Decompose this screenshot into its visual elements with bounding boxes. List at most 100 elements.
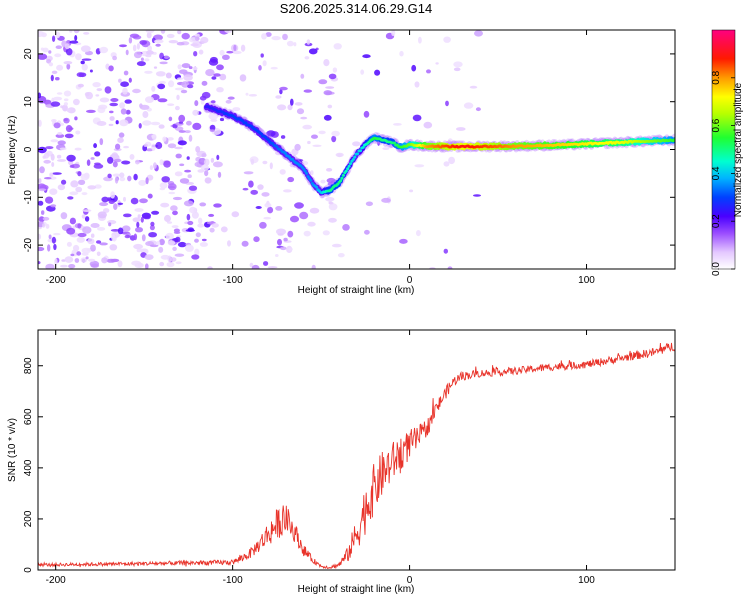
spectral-noise-blob	[101, 257, 108, 264]
spectral-noise-blob	[123, 213, 132, 218]
spectral-noise-blob	[175, 126, 184, 131]
y-tick-label: 600	[23, 408, 34, 425]
spectral-noise-blob	[208, 59, 219, 66]
spectral-noise-blob	[147, 193, 153, 199]
spectral-noise-blob	[216, 154, 220, 161]
spectral-noise-blob	[80, 45, 91, 53]
spectral-noise-blob	[435, 62, 439, 65]
spectral-noise-blob	[146, 148, 154, 152]
spectral-noise-blob	[443, 36, 451, 43]
spectral-noise-blob	[300, 116, 308, 120]
spectral-noise-blob	[56, 92, 63, 95]
spectral-noise-blob	[57, 132, 63, 136]
spectral-noise-blob	[101, 196, 109, 203]
spectral-noise-blob	[115, 120, 119, 125]
spectral-noise-blob	[48, 234, 52, 240]
spectral-noise-blob	[187, 174, 192, 179]
spectral-noise-blob	[159, 261, 165, 267]
spectral-noise-blob	[109, 244, 118, 251]
spectral-noise-blob	[90, 233, 95, 238]
spectral-noise-blob	[150, 121, 161, 126]
spectral-noise-blob	[70, 180, 79, 188]
chart-title: S206.2025.314.06.29.G14	[280, 1, 433, 16]
spectral-noise-blob	[312, 144, 322, 147]
ridge-core	[275, 145, 279, 149]
spectral-noise-blob	[200, 36, 209, 44]
spectral-noise-blob	[81, 247, 92, 254]
x-tick-label: -200	[46, 575, 66, 586]
spectral-noise-blob	[328, 203, 338, 211]
spectral-noise-blob	[130, 197, 139, 205]
spectral-noise-blob	[469, 85, 478, 89]
y-tick-label: 200	[23, 510, 34, 527]
spectral-noise-blob	[290, 215, 299, 223]
spectral-noise-blob	[287, 230, 294, 238]
spectral-noise-blob	[99, 138, 104, 146]
spectral-noise-blob	[180, 89, 188, 94]
spectral-noise-blob	[187, 84, 194, 89]
spectral-noise-blob	[63, 117, 70, 124]
spectral-noise-blob	[279, 169, 286, 175]
spectral-noise-blob	[213, 73, 221, 77]
spectral-noise-blob	[233, 44, 237, 52]
spectral-noise-blob	[262, 160, 268, 165]
ridge-core	[303, 169, 307, 173]
spectral-noise-blob	[133, 173, 138, 181]
snr-y-ticks: 0 200 400 600 800	[23, 357, 675, 573]
spectral-noise-blob	[245, 92, 249, 96]
spectral-noise-blob	[42, 216, 50, 221]
spectral-noise-blob	[66, 154, 76, 162]
spectral-noise-blob	[308, 48, 318, 55]
ridge-core	[339, 179, 343, 183]
spectral-noise-blob	[365, 201, 373, 207]
spectral-noise-blob	[107, 197, 111, 202]
spectral-noise-blob	[192, 109, 199, 116]
spectral-noise-blob	[155, 141, 163, 150]
spectral-noise-blob	[74, 116, 78, 121]
spectral-noise-blob	[168, 116, 173, 122]
spectral-noise-blob	[81, 192, 88, 196]
spectral-noise-blob	[61, 259, 66, 262]
spectral-noise-blob	[115, 143, 121, 150]
spectral-noise-blob	[391, 30, 396, 37]
spectral-noise-blob	[175, 105, 180, 111]
spectral-noise-blob	[76, 236, 86, 243]
spectral-noise-blob	[119, 119, 129, 127]
spectral-noise-blob	[168, 80, 175, 88]
x-tick-label: -200	[46, 275, 66, 286]
spectral-noise-blob	[90, 244, 96, 252]
colorbar-tick-label: 0.4	[711, 166, 722, 180]
spectral-noise-blob	[194, 238, 199, 243]
spectral-noise-blob	[335, 152, 344, 157]
spectral-noise-blob	[69, 164, 75, 168]
spectral-noise-blob	[242, 187, 249, 191]
spectral-noise-blob	[165, 72, 172, 79]
spectral-noise-blob	[68, 127, 74, 130]
snr-y-label: SNR (10 * v/v)	[7, 418, 18, 482]
spectral-noise-blob	[227, 96, 235, 100]
spectral-noise-blob	[73, 98, 80, 106]
spectral-noise-blob	[201, 80, 208, 86]
spectral-noise-blob	[155, 43, 161, 47]
ridge-core	[347, 164, 351, 168]
spectral-noise-blob	[178, 114, 186, 123]
spectral-noise-blob	[200, 164, 210, 171]
spectral-noise-blob	[109, 116, 115, 121]
spectral-noise-blob	[227, 240, 231, 247]
spectral-noise-blob	[172, 210, 178, 216]
spectral-noise-blob	[49, 188, 58, 195]
spectral-noise-blob	[85, 91, 93, 100]
ridge-core	[306, 175, 310, 178]
spectral-noise-blob	[263, 261, 269, 266]
spectral-noise-blob	[414, 81, 420, 88]
ridge-core	[346, 167, 350, 171]
spectral-noise-blob	[304, 56, 310, 60]
spectral-noise-blob	[121, 160, 131, 165]
spectral-noise-blob	[144, 58, 150, 62]
spectral-noise-blob	[151, 85, 156, 92]
spectral-noise-blob	[73, 30, 80, 34]
spectral-noise-blob	[363, 110, 370, 118]
spectral-noise-blob	[443, 161, 450, 167]
spectral-noise-blob	[156, 240, 161, 246]
